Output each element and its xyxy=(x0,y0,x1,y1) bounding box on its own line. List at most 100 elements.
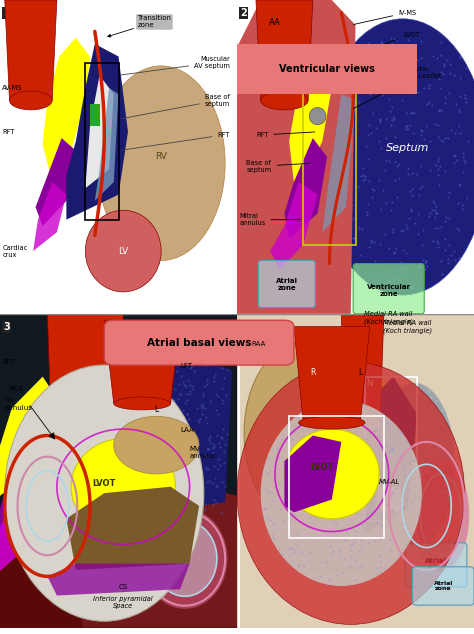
Point xyxy=(365,198,372,209)
Point xyxy=(177,469,185,479)
Text: LV: LV xyxy=(118,247,128,256)
Point xyxy=(287,472,294,482)
Point xyxy=(356,72,364,82)
Point xyxy=(356,250,364,260)
Point xyxy=(198,403,206,413)
Point xyxy=(387,516,395,526)
Point xyxy=(130,366,138,376)
Point xyxy=(376,555,384,566)
Point xyxy=(204,375,211,385)
Point xyxy=(177,432,184,442)
Point xyxy=(434,169,442,179)
Point xyxy=(340,495,348,505)
Point xyxy=(120,439,128,450)
Point xyxy=(379,441,386,451)
Point xyxy=(439,69,447,79)
Point xyxy=(413,139,421,149)
Point xyxy=(353,474,360,484)
Polygon shape xyxy=(346,439,384,502)
Point xyxy=(368,54,376,64)
Point xyxy=(182,382,190,392)
Point xyxy=(186,389,194,399)
Point xyxy=(285,544,293,554)
Point xyxy=(388,197,395,207)
Point xyxy=(311,434,319,444)
Point xyxy=(153,427,160,437)
Point xyxy=(431,119,438,129)
Point xyxy=(444,432,451,442)
Point xyxy=(312,415,319,425)
Point xyxy=(160,380,167,390)
Point xyxy=(270,518,277,528)
Point xyxy=(338,481,346,491)
Point xyxy=(402,220,410,230)
Point xyxy=(458,200,465,210)
Point xyxy=(444,133,452,143)
Point xyxy=(341,553,349,563)
Point xyxy=(329,516,337,526)
Point xyxy=(388,443,396,453)
Point xyxy=(155,446,162,456)
Point xyxy=(373,564,381,574)
Point xyxy=(405,163,412,173)
Point xyxy=(456,73,464,83)
Point xyxy=(307,533,315,543)
Point xyxy=(363,508,371,519)
Point xyxy=(205,476,212,486)
Point xyxy=(312,463,320,474)
Point xyxy=(184,375,191,385)
Point xyxy=(284,498,292,508)
Point xyxy=(425,495,432,505)
Point xyxy=(148,439,156,450)
Ellipse shape xyxy=(344,432,382,447)
Point xyxy=(388,115,395,125)
Point xyxy=(170,471,178,481)
Point xyxy=(351,82,358,93)
Point xyxy=(118,451,126,462)
Point xyxy=(375,467,383,477)
Text: Base of
septum: Base of septum xyxy=(246,160,310,173)
Point xyxy=(430,198,438,209)
Point xyxy=(456,105,463,115)
Point xyxy=(188,488,196,498)
Text: RFT: RFT xyxy=(256,132,315,138)
Point xyxy=(342,66,350,76)
Point xyxy=(430,500,438,510)
Point xyxy=(385,55,393,65)
Ellipse shape xyxy=(374,383,455,546)
Point xyxy=(412,76,420,86)
Point xyxy=(324,411,332,422)
Point xyxy=(413,144,421,154)
Point xyxy=(456,179,464,189)
Point xyxy=(364,538,372,548)
Point xyxy=(184,435,192,445)
Point xyxy=(375,176,383,186)
Point xyxy=(133,402,140,412)
Point xyxy=(347,203,355,213)
Point xyxy=(313,424,320,434)
Point xyxy=(204,477,211,487)
Point xyxy=(451,128,459,138)
Point xyxy=(428,484,435,495)
Point xyxy=(356,223,363,233)
Point xyxy=(129,484,137,494)
Point xyxy=(361,171,369,181)
Point xyxy=(379,480,386,490)
Point xyxy=(198,399,206,410)
Point xyxy=(428,205,435,216)
Point xyxy=(186,380,194,390)
Point xyxy=(327,84,334,94)
Point xyxy=(383,502,391,512)
Point xyxy=(202,412,210,422)
Point xyxy=(435,242,442,252)
Point xyxy=(316,571,324,581)
Point xyxy=(316,404,323,414)
Point xyxy=(397,399,404,409)
Point xyxy=(368,184,376,194)
Point xyxy=(419,225,427,235)
Point xyxy=(390,453,397,463)
Point xyxy=(263,484,270,494)
Point xyxy=(294,490,302,500)
Point xyxy=(197,483,204,493)
Point xyxy=(438,105,445,115)
